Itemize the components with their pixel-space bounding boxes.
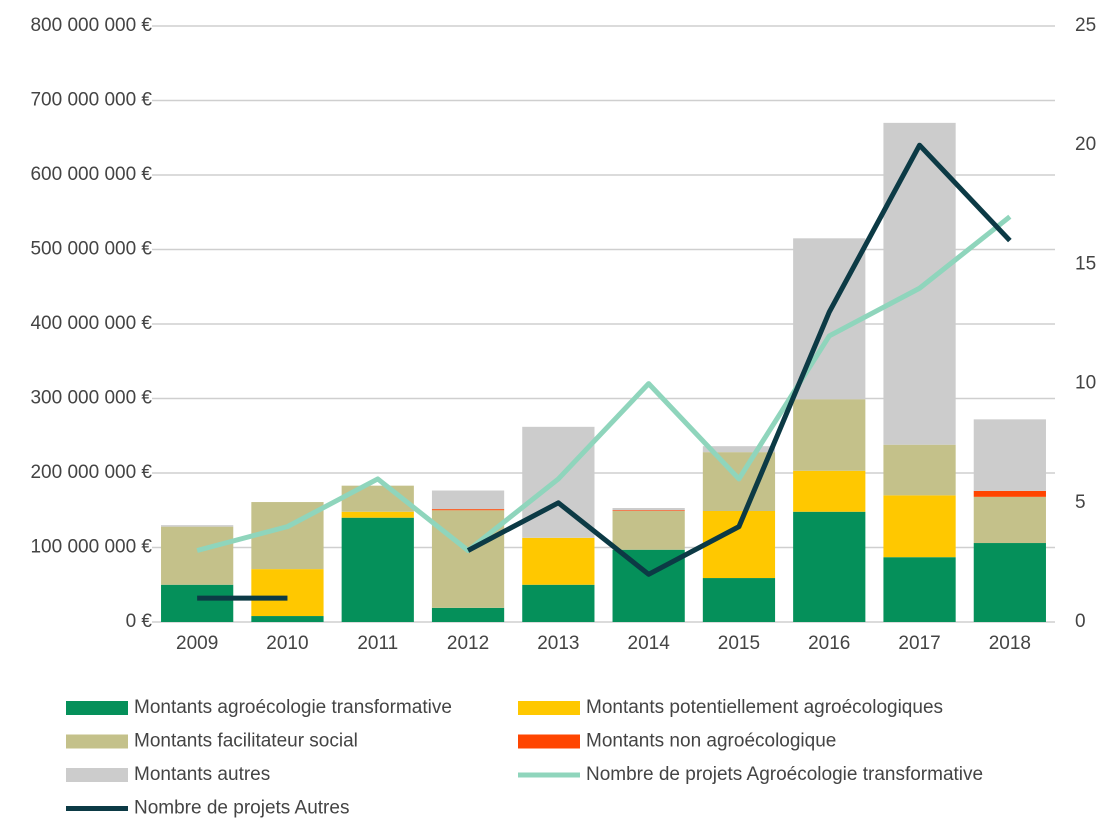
x-tick-label: 2011	[357, 633, 398, 654]
bar-segment	[973, 543, 1046, 622]
y-tick-label: 200 000 000 €	[30, 462, 152, 483]
bar-segment	[431, 490, 505, 510]
bar-segment	[883, 557, 956, 622]
bar-segment	[251, 616, 324, 622]
x-tick-label: 2016	[808, 633, 850, 654]
legend-swatch	[518, 734, 580, 749]
y2-tick-label: 0	[1075, 611, 1086, 632]
bar-segment	[973, 490, 1046, 497]
legend-swatch	[66, 734, 128, 749]
legend-label: Montants facilitateur social	[134, 731, 358, 752]
y-tick-label: 600 000 000 €	[30, 164, 152, 185]
bar-segment	[522, 537, 595, 585]
y-tick-label: 0 €	[126, 611, 153, 632]
bar-segment	[883, 444, 956, 496]
legend-label: Montants non agroécologique	[586, 731, 836, 752]
bar-segment	[883, 495, 956, 558]
x-tick-label: 2018	[989, 633, 1031, 654]
bar-segment	[973, 496, 1046, 544]
y2-tick-label: 5	[1075, 492, 1086, 513]
x-tick-label: 2010	[266, 633, 308, 654]
bar-segment	[251, 569, 324, 617]
legend-label: Nombre de projets Agroécologie transform…	[586, 764, 983, 785]
bar-segment	[793, 470, 866, 512]
line	[466, 142, 1012, 577]
bar-segment	[702, 452, 776, 511]
bar-segment	[431, 607, 505, 622]
x-tick-label: 2014	[628, 633, 671, 654]
line	[196, 214, 1012, 553]
bar-segment	[161, 584, 234, 622]
x-tick-label: 2012	[447, 633, 489, 654]
legend-label: Montants autres	[134, 764, 270, 785]
bar-segment	[883, 122, 956, 445]
y-tick-label: 100 000 000 €	[30, 537, 152, 558]
bar-segment	[161, 526, 234, 585]
legend-label: Montants potentiellement agroécologiques	[586, 697, 943, 718]
bar-segment	[431, 510, 505, 608]
y-tick-label: 400 000 000 €	[30, 313, 152, 334]
legend-label: Montants agroécologie transformative	[134, 697, 452, 718]
bar-segment	[702, 446, 776, 453]
x-tick-label: 2009	[176, 633, 218, 654]
bar-segment	[612, 510, 685, 550]
y2-tick-label: 15	[1075, 253, 1096, 274]
y2-tick-label: 10	[1075, 373, 1096, 394]
x-tick-label: 2013	[537, 633, 579, 654]
y2-tick-label: 25	[1075, 15, 1096, 36]
y-tick-label: 800 000 000 €	[30, 15, 152, 36]
bar-segment	[431, 509, 505, 511]
y-tick-label: 700 000 000 €	[30, 90, 152, 111]
legend-swatch	[518, 701, 580, 715]
bar-segment	[612, 508, 685, 511]
bar-segment	[793, 399, 866, 471]
bar-segment	[161, 525, 234, 527]
y2-tick-label: 20	[1075, 134, 1096, 155]
bar-segment	[341, 511, 414, 518]
x-tick-label: 2017	[898, 633, 940, 654]
y-tick-label: 300 000 000 €	[30, 388, 152, 409]
legend-label: Nombre de projets Autres	[134, 798, 349, 818]
x-tick-label: 2015	[718, 633, 760, 654]
bar-segment	[341, 517, 414, 622]
bar-segment	[793, 511, 866, 622]
bar-segment	[612, 510, 685, 511]
bar-segment	[973, 419, 1046, 491]
bar-segment	[522, 584, 595, 622]
legend-swatch	[66, 701, 128, 715]
bar-segment	[702, 578, 776, 622]
y-tick-label: 500 000 000 €	[30, 239, 152, 260]
legend-swatch	[66, 768, 128, 782]
